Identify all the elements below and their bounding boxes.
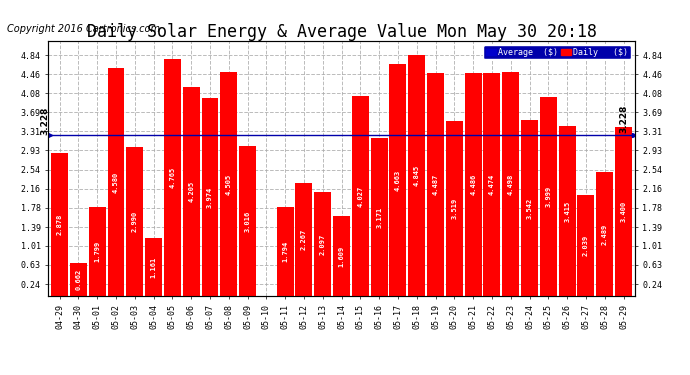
Text: 2.990: 2.990	[132, 211, 138, 232]
Bar	[446, 121, 463, 296]
Bar	[201, 98, 219, 296]
Bar	[145, 238, 162, 296]
Text: 3.415: 3.415	[564, 201, 570, 222]
Text: 4.765: 4.765	[169, 167, 175, 188]
Bar	[408, 55, 425, 296]
Bar	[502, 72, 519, 296]
Text: 3.519: 3.519	[451, 198, 457, 219]
Text: 4.663: 4.663	[395, 170, 401, 191]
Bar	[239, 146, 256, 296]
Bar	[464, 73, 482, 296]
Bar	[521, 120, 538, 296]
Text: 2.039: 2.039	[583, 235, 589, 256]
Text: 3.400: 3.400	[620, 201, 627, 222]
Bar	[596, 172, 613, 296]
Bar	[615, 127, 632, 296]
Text: 4.486: 4.486	[470, 174, 476, 195]
Bar	[164, 59, 181, 296]
Bar	[484, 74, 500, 296]
Text: 4.205: 4.205	[188, 181, 194, 202]
Text: 3.228: 3.228	[40, 107, 49, 135]
Bar	[352, 96, 369, 296]
Bar	[540, 97, 557, 296]
Text: 3.171: 3.171	[376, 207, 382, 228]
Bar	[427, 73, 444, 296]
Bar	[371, 138, 388, 296]
Text: 4.498: 4.498	[508, 174, 514, 195]
Text: 4.487: 4.487	[433, 174, 439, 195]
Bar	[220, 72, 237, 296]
Text: 3.228: 3.228	[619, 105, 628, 133]
Text: 1.799: 1.799	[94, 241, 100, 262]
Bar	[559, 126, 575, 296]
Text: 1.794: 1.794	[282, 241, 288, 262]
Text: 3.542: 3.542	[526, 197, 533, 219]
Text: 1.161: 1.161	[150, 257, 157, 278]
Text: Copyright 2016 Cartronics.com: Copyright 2016 Cartronics.com	[7, 24, 160, 34]
Bar	[126, 147, 144, 296]
Bar	[277, 207, 294, 296]
Bar	[89, 207, 106, 296]
Text: 4.474: 4.474	[489, 174, 495, 195]
Text: 2.097: 2.097	[319, 233, 326, 255]
Text: 4.027: 4.027	[357, 185, 364, 207]
Text: 4.580: 4.580	[113, 172, 119, 193]
Text: 3.016: 3.016	[244, 210, 250, 232]
Bar	[70, 263, 87, 296]
Text: 4.505: 4.505	[226, 174, 232, 195]
Text: 2.489: 2.489	[602, 224, 608, 245]
Bar	[578, 195, 594, 296]
Bar	[333, 216, 350, 296]
Bar	[295, 183, 313, 296]
Legend: Average  ($), Daily   ($): Average ($), Daily ($)	[483, 45, 631, 59]
Bar	[183, 87, 199, 296]
Bar	[389, 64, 406, 296]
Bar	[51, 153, 68, 296]
Bar	[108, 68, 124, 296]
Text: 3.999: 3.999	[545, 186, 551, 207]
Text: 1.609: 1.609	[339, 246, 344, 267]
Text: 2.878: 2.878	[57, 214, 63, 235]
Text: 4.845: 4.845	[414, 165, 420, 186]
Title: Daily Solar Energy & Average Value Mon May 30 20:18: Daily Solar Energy & Average Value Mon M…	[86, 23, 597, 41]
Text: 0.662: 0.662	[75, 269, 81, 290]
Text: 2.267: 2.267	[301, 229, 307, 251]
Text: 3.974: 3.974	[207, 187, 213, 208]
Bar	[314, 192, 331, 296]
